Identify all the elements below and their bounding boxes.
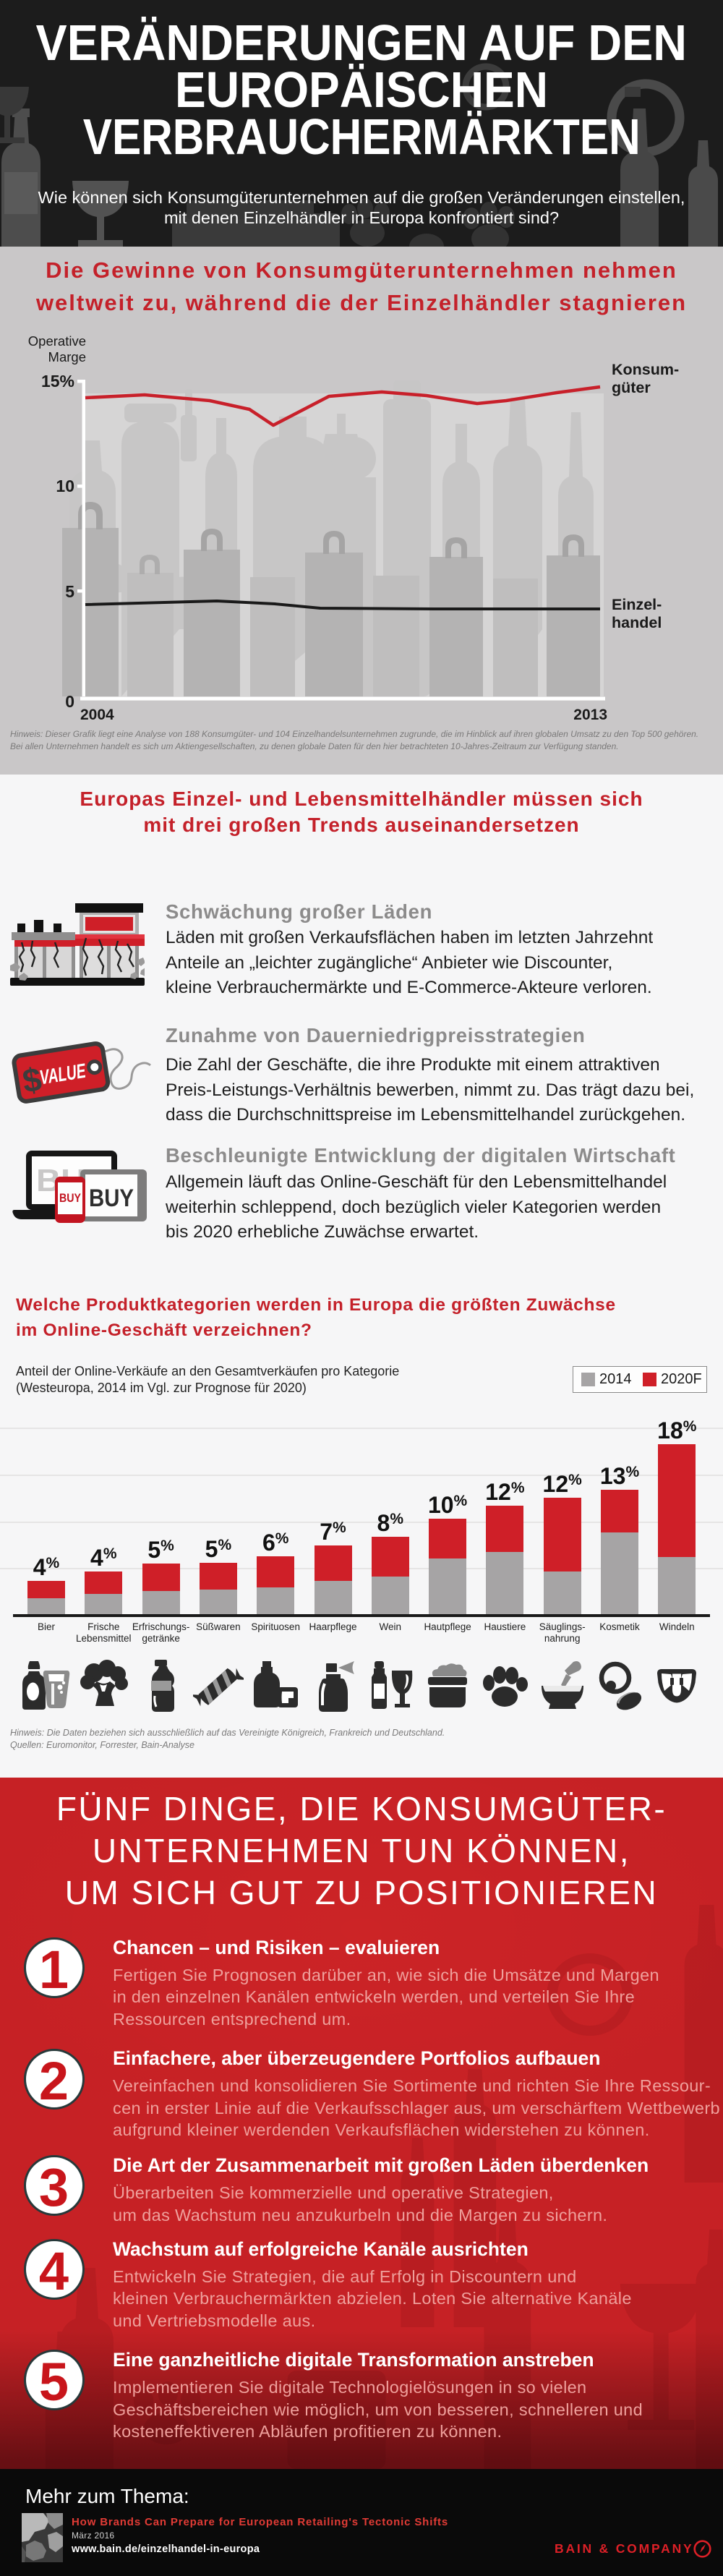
- svg-text:BUY: BUY: [89, 1185, 134, 1212]
- svg-text:BUY: BUY: [59, 1191, 82, 1205]
